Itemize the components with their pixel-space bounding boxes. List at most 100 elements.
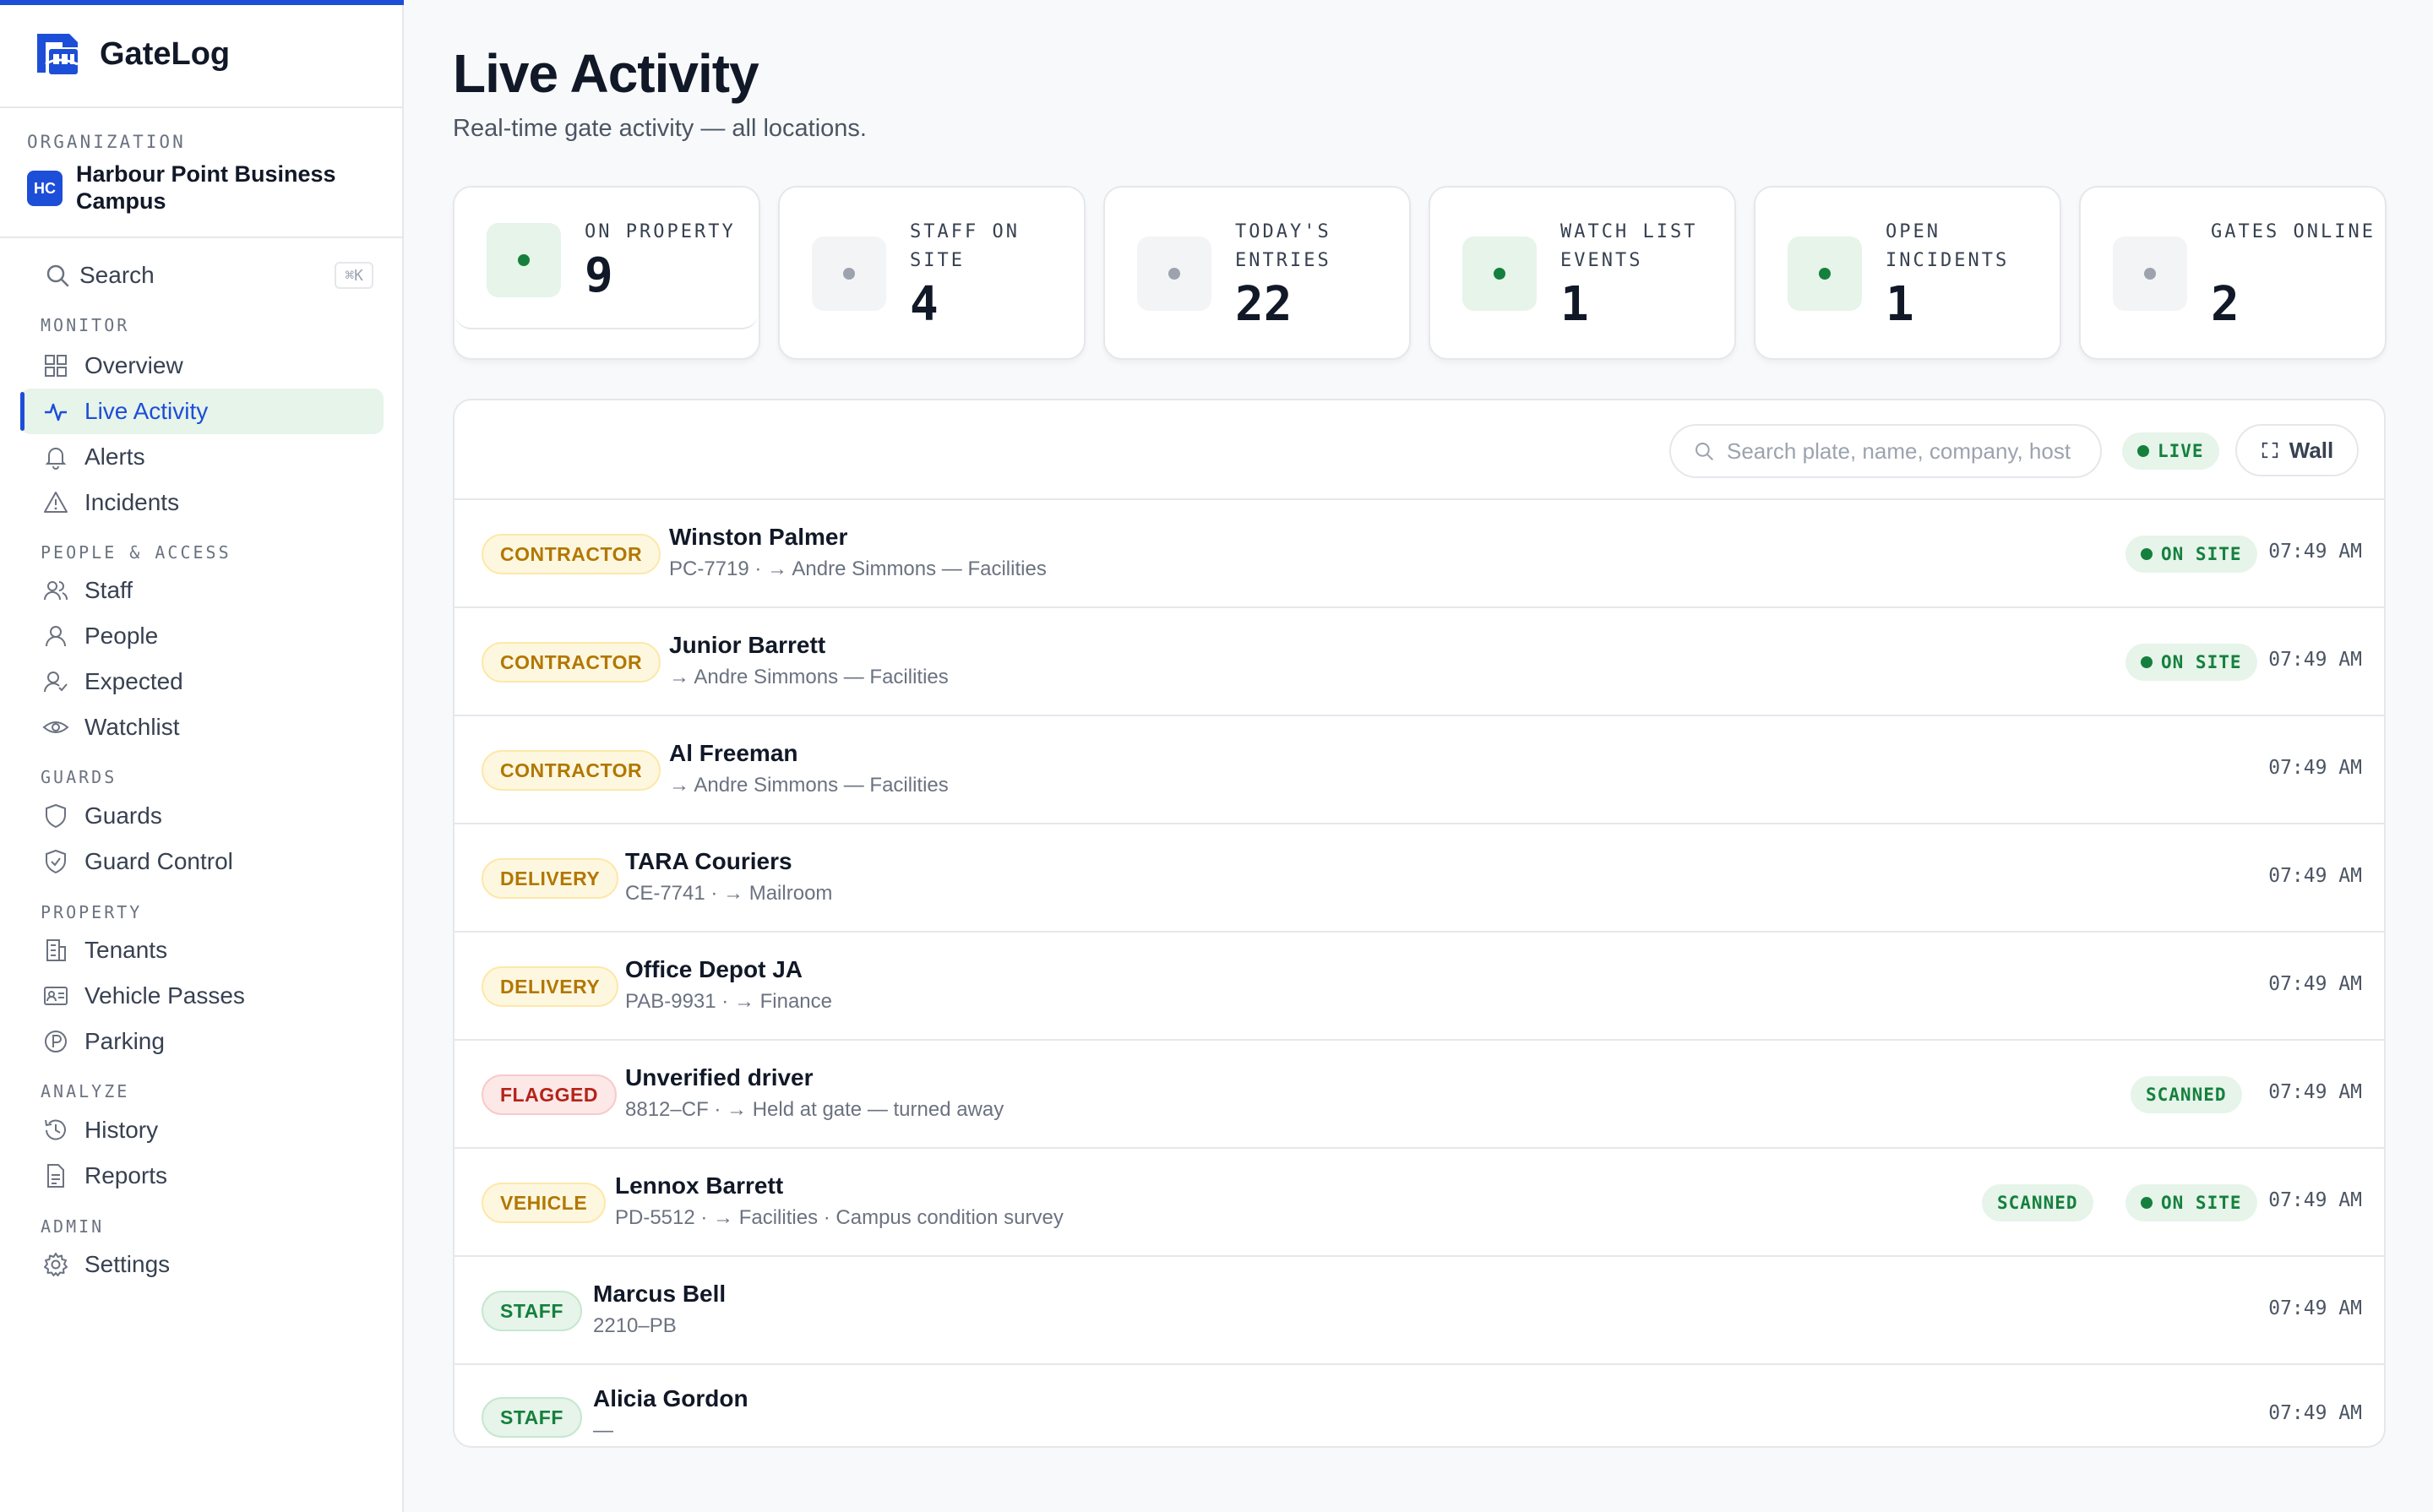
org-name: Harbour Point Business Campus [76, 161, 336, 214]
row-detail: → Andre Simmons — Facilities [669, 666, 949, 688]
stat-icon [1462, 237, 1537, 311]
row-time: 07:49 AM [2268, 973, 2362, 995]
row-time: 07:49 AM [2268, 1297, 2362, 1319]
stat-value: 22 [1235, 277, 1293, 332]
stat-card-staff-on-site[interactable]: STAFF ON SITE 4 [778, 186, 1086, 360]
sidebar-item-parking[interactable]: Parking [20, 1019, 384, 1064]
stat-label: GATES ONLINE [2211, 221, 2376, 242]
table-row[interactable]: STAFF Marcus Bell 2210–PB 07:49 AM [454, 1257, 2384, 1365]
sidebar-item-watchlist[interactable]: Watchlist [20, 704, 384, 750]
scanned-badge: SCANNED [1982, 1184, 2093, 1221]
sidebar-item-staff[interactable]: Staff [20, 568, 384, 613]
on-site-label: ON SITE [2161, 652, 2242, 672]
table-row[interactable]: CONTRACTOR Al Freeman → Andre Simmons — … [454, 716, 2384, 824]
wall-button[interactable]: Wall [2235, 424, 2359, 476]
stat-label: TODAY'S ENTRIES [1235, 221, 1331, 271]
stat-card-todays-entries[interactable]: TODAY'S ENTRIES 22 [1103, 186, 1411, 360]
row-name: Winston Palmer [669, 524, 848, 550]
sidebar-item-overview[interactable]: Overview [20, 343, 384, 389]
section-property: PROPERTY [41, 902, 143, 922]
stat-label: STAFF ON SITE [910, 221, 1020, 271]
sidebar-item-label: Settings [84, 1251, 171, 1277]
type-badge: STAFF [482, 1291, 582, 1331]
table-row[interactable]: CONTRACTOR Junior Barrett → Andre Simmon… [454, 608, 2384, 716]
row-detail: CE-7741 · → Mailroom [625, 882, 833, 905]
stat-value: 9 [585, 248, 613, 303]
row-name: Office Depot JA [625, 956, 803, 982]
search-icon [46, 264, 69, 287]
row-time: 07:49 AM [2268, 1189, 2362, 1211]
shield-icon [46, 803, 66, 829]
on-site-label: ON SITE [2161, 1193, 2242, 1213]
sidebar-item-expected[interactable]: Expected [20, 659, 384, 704]
activity-icon [45, 403, 67, 422]
shield-check-icon [46, 849, 66, 874]
sidebar-item-label: Watchlist [84, 714, 180, 740]
id-card-icon [44, 987, 68, 1005]
on-site-badge: ON SITE [2125, 536, 2257, 573]
type-badge: CONTRACTOR [482, 534, 661, 574]
stat-icon [812, 237, 886, 311]
building-icon [46, 939, 66, 961]
sidebar-item-people[interactable]: People [20, 613, 384, 659]
row-time: 07:49 AM [2268, 1402, 2362, 1424]
on-site-badge: ON SITE [2125, 644, 2257, 681]
stat-card-open-incidents[interactable]: OPEN INCIDENTS 1 [1754, 186, 2061, 360]
sidebar-item-vehicle-passes[interactable]: Vehicle Passes [20, 973, 384, 1019]
feed-search[interactable] [1669, 424, 2102, 478]
status-dot-icon [1168, 268, 1180, 280]
feed-toolbar: LIVE Wall [454, 400, 2384, 500]
row-detail: PD-5512 · → Facilities · Campus conditio… [615, 1206, 1064, 1229]
sidebar-item-label: Expected [84, 668, 183, 694]
warning-icon [44, 492, 68, 513]
divider [0, 106, 402, 108]
table-row[interactable]: DELIVERY Office Depot JA PAB-9931 · → Fi… [454, 933, 2384, 1041]
row-name: Alicia Gordon [593, 1385, 748, 1411]
sidebar-item-guards[interactable]: Guards [20, 793, 384, 839]
stat-card-on-property[interactable]: ON PROPERTY 9 [453, 186, 760, 360]
row-detail: PAB-9931 · → Finance [625, 990, 833, 1013]
live-label: LIVE [2158, 441, 2204, 461]
stat-card-gates-online[interactable]: GATES ONLINE 2 [2079, 186, 2387, 360]
org-switcher[interactable]: HC Harbour Point Business Campus [27, 160, 363, 215]
stat-card-face: ON PROPERTY 9 [454, 188, 759, 329]
row-name: Junior Barrett [669, 632, 826, 658]
row-detail: PC-7719 · → Andre Simmons — Facilities [669, 557, 1047, 580]
table-row[interactable]: STAFF Alicia Gordon — 07:49 AM [454, 1365, 2384, 1446]
table-row[interactable]: DELIVERY TARA Couriers CE-7741 · → Mailr… [454, 824, 2384, 933]
table-row[interactable]: VEHICLE Lennox Barrett PD-5512 · → Facil… [454, 1149, 2384, 1257]
stat-value: 2 [2211, 277, 2240, 332]
status-dot-icon [1494, 268, 1505, 280]
sidebar-search[interactable]: Search ⌘K [24, 257, 378, 294]
sidebar-item-tenants[interactable]: Tenants [20, 927, 384, 973]
divider [0, 237, 402, 238]
brand[interactable]: GateLog [32, 30, 230, 78]
row-time: 07:49 AM [2268, 1081, 2362, 1103]
page-title: Live Activity [453, 43, 759, 104]
feed-search-input[interactable] [1727, 438, 2082, 465]
search-shortcut: ⌘K [335, 262, 373, 289]
live-dot-icon [2137, 445, 2149, 457]
sidebar-item-live-activity[interactable]: Live Activity [20, 389, 384, 434]
sidebar-item-settings[interactable]: Settings [20, 1242, 384, 1287]
sidebar-item-incidents[interactable]: Incidents [20, 480, 384, 525]
row-detail: 2210–PB [593, 1314, 677, 1337]
users-icon [44, 581, 68, 601]
table-row[interactable]: FLAGGED Unverified driver 8812–CF · → He… [454, 1041, 2384, 1149]
brand-name: GateLog [100, 35, 231, 72]
row-detail: — [593, 1419, 613, 1442]
type-badge: STAFF [482, 1397, 582, 1438]
stat-card-watch-list-events[interactable]: WATCH LIST EVENTS 1 [1429, 186, 1736, 360]
table-row[interactable]: CONTRACTOR Winston Palmer PC-7719 · → An… [454, 500, 2384, 608]
stat-icon [1788, 237, 1862, 311]
sidebar-item-history[interactable]: History [20, 1107, 384, 1153]
sidebar-item-guard-control[interactable]: Guard Control [20, 839, 384, 884]
sidebar-item-reports[interactable]: Reports [20, 1153, 384, 1199]
live-badge: LIVE [2122, 432, 2219, 470]
status-dot-icon [1819, 268, 1831, 280]
stat-icon [487, 223, 561, 297]
search-icon [1695, 443, 1713, 460]
row-name: Al Freeman [669, 740, 798, 766]
org-badge: HC [27, 171, 63, 206]
sidebar-item-alerts[interactable]: Alerts [20, 434, 384, 480]
